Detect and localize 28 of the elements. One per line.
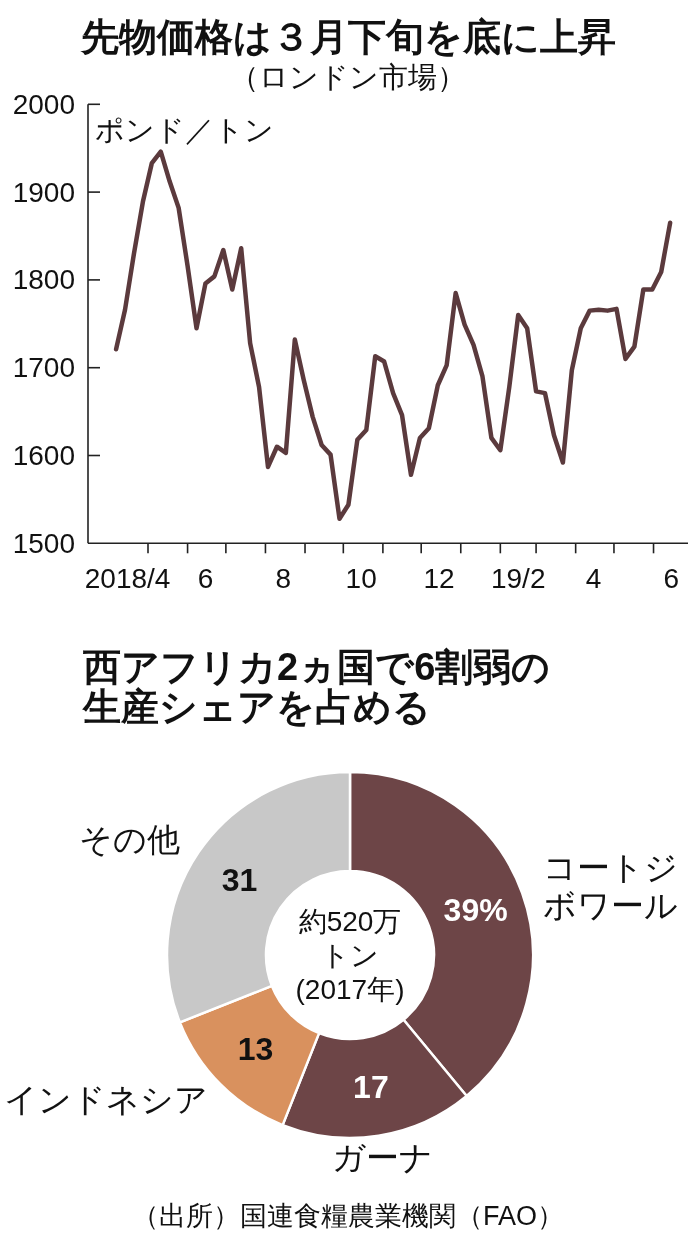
value-label: 17	[353, 1068, 389, 1105]
category-label: コートジボワール	[542, 848, 678, 924]
value-label: 39%	[443, 891, 508, 928]
y-tick-label: 1500	[12, 527, 75, 559]
value-label: 31	[221, 861, 258, 898]
category-label: インドネシア	[4, 1081, 208, 1119]
category-label: ガーナ	[331, 1139, 433, 1176]
x-tick-label: 4	[585, 563, 602, 595]
y-tick-label: 1700	[12, 352, 75, 384]
y-tick-label: 1800	[12, 264, 75, 296]
value-label: 13	[237, 1031, 274, 1068]
x-tick-label: 12	[423, 563, 455, 595]
note: （出所）国連食糧農業機関（FAO）	[132, 1201, 564, 1231]
x-tick-label: 10	[345, 563, 377, 595]
y-tick-label: 2000	[12, 88, 75, 120]
y-tick-label: 1600	[12, 440, 75, 471]
x-tick-label: 6	[197, 563, 214, 595]
subtitle: （ロンドン市場）	[230, 61, 466, 93]
title: 先物価格は３月下旬を底に上昇	[80, 16, 616, 58]
x-tick-label: 2018/4	[84, 563, 171, 595]
y-label: ポンド／トン	[95, 114, 274, 147]
x-tick-label: 6	[663, 563, 680, 595]
center-note: 約520万トン(2017年)	[295, 905, 405, 1005]
title: 西アフリカ2ヵ国で6割弱の生産シェアを占める	[83, 646, 551, 728]
y-tick-label: 1900	[12, 176, 75, 208]
x-tick-label: 8	[275, 563, 292, 595]
category-label: その他	[79, 821, 181, 859]
x-tick-label: 19/2	[490, 563, 546, 595]
